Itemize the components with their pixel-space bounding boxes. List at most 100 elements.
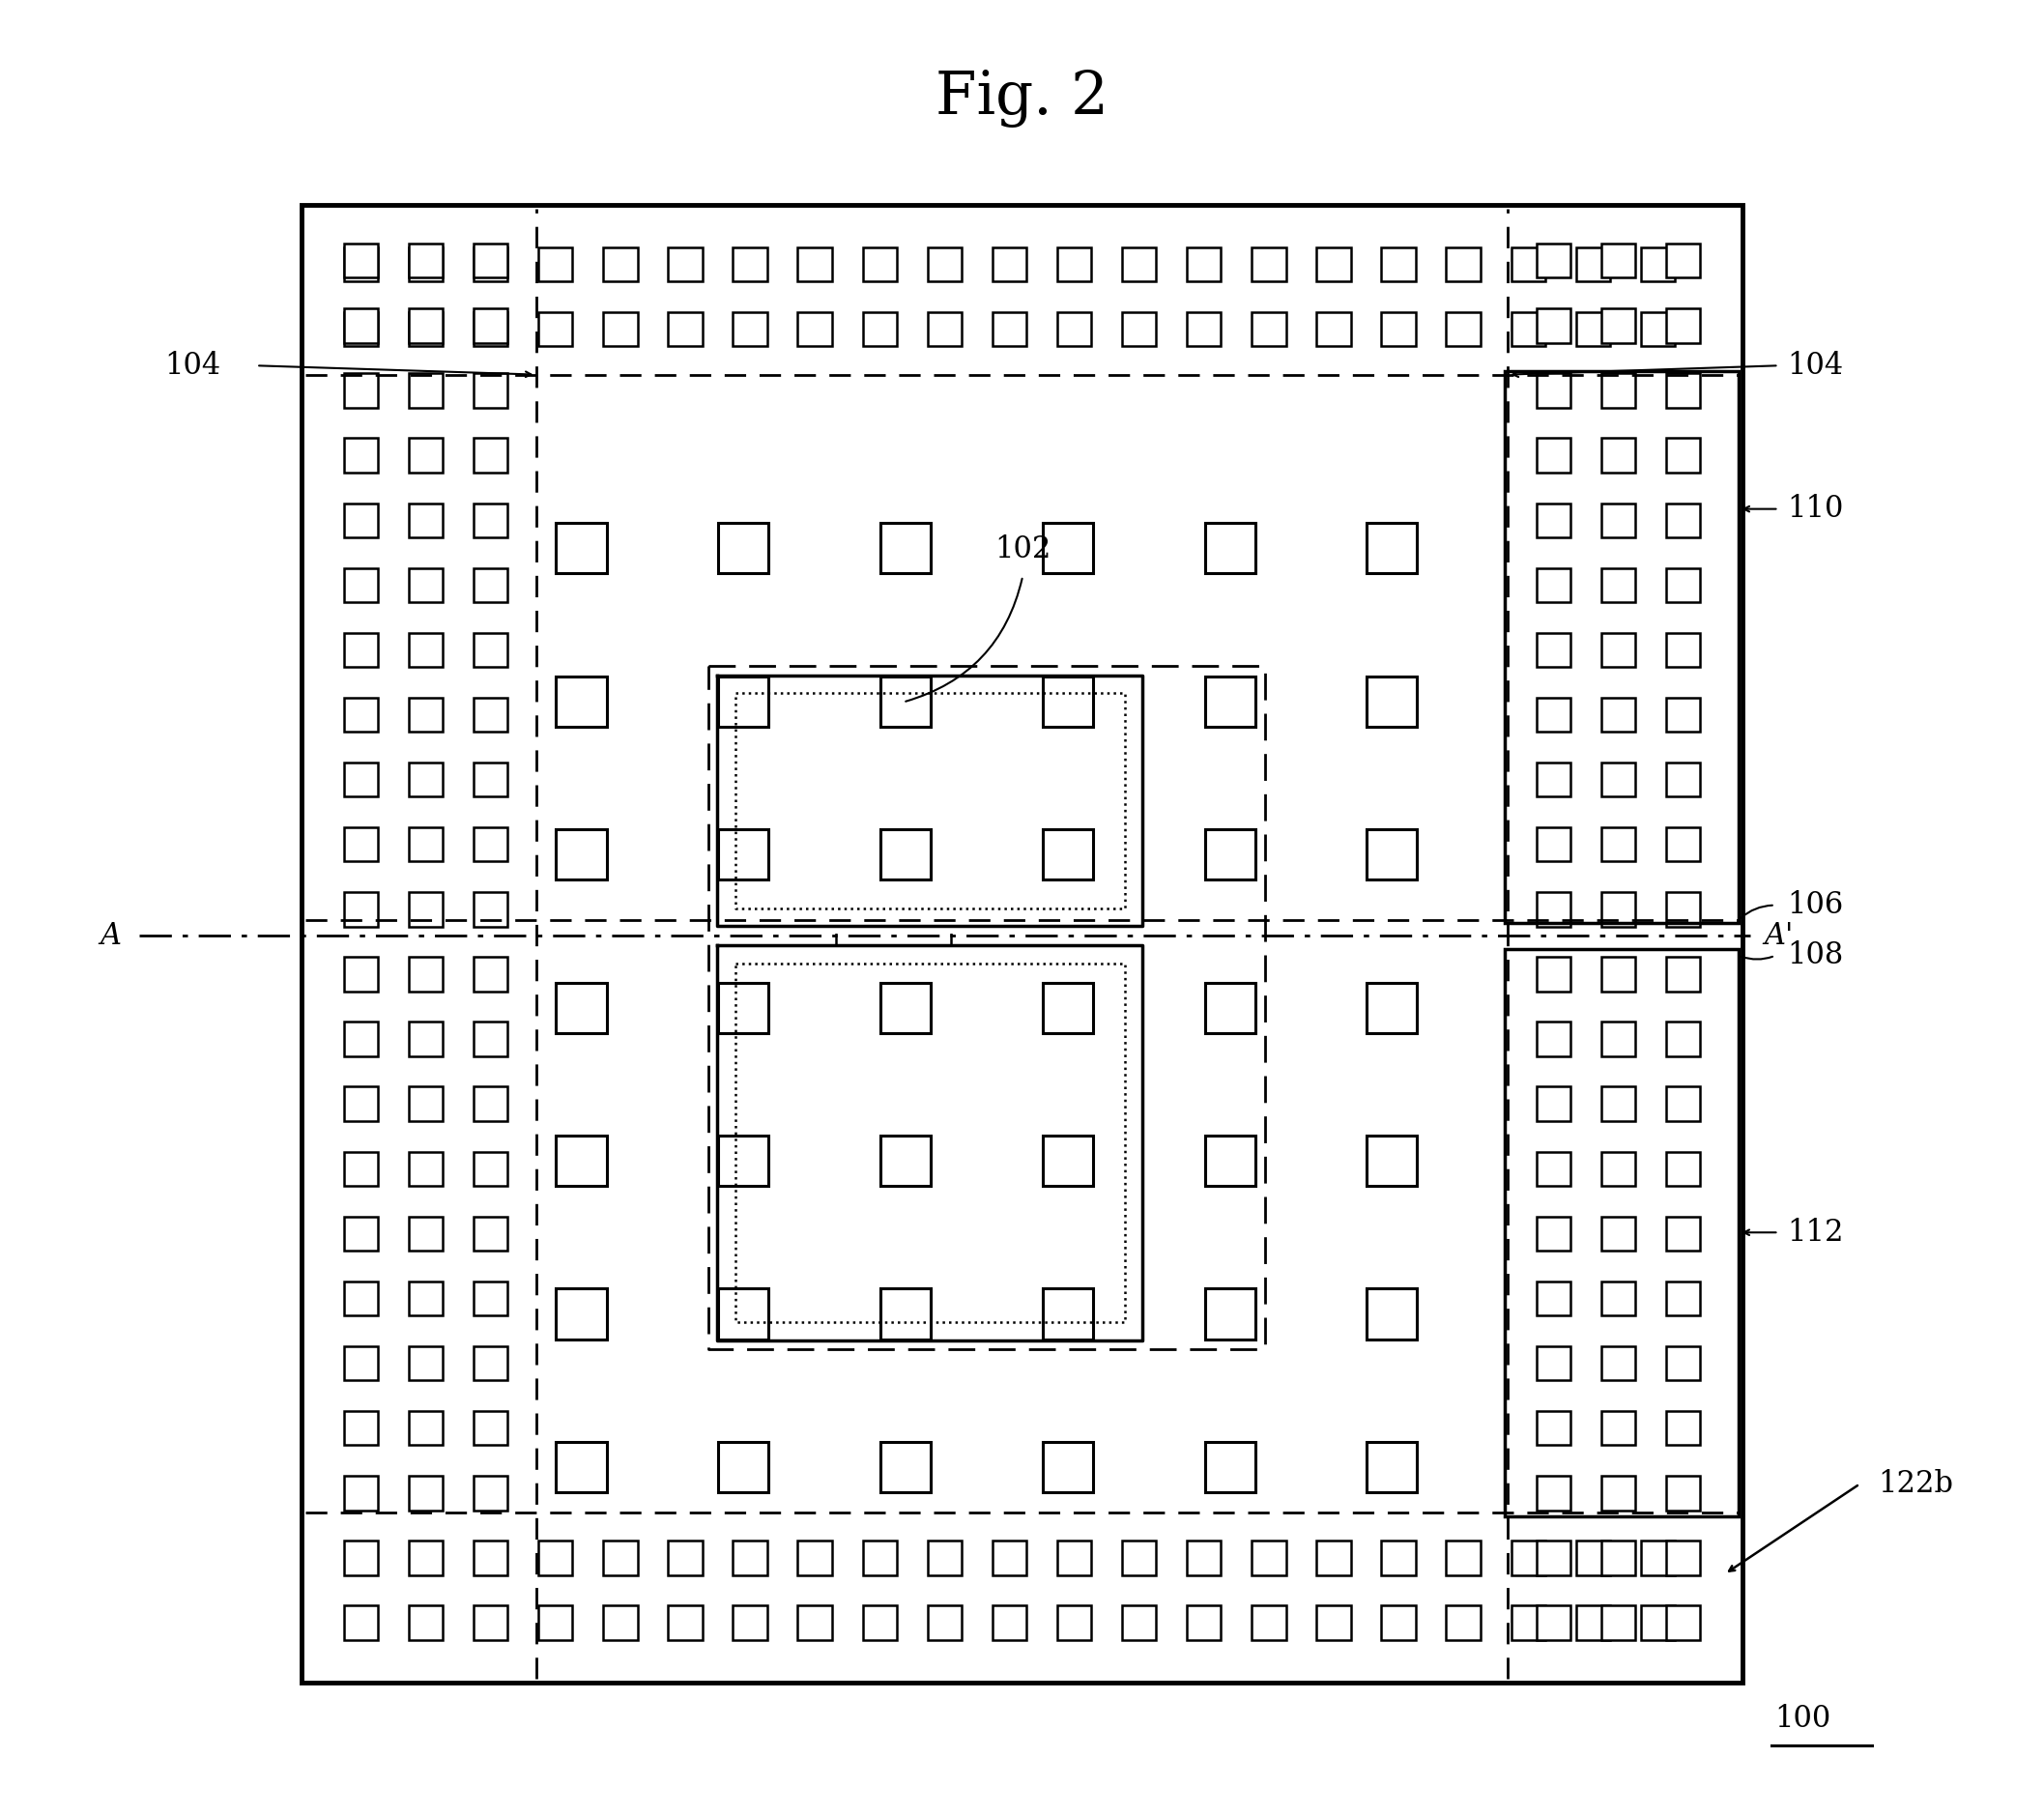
Bar [1042, 1441, 1094, 1492]
Bar [734, 1606, 766, 1639]
Bar [991, 1606, 1026, 1639]
Bar [603, 312, 638, 347]
Bar [409, 1022, 444, 1056]
Text: 110: 110 [1788, 494, 1844, 525]
Bar [1122, 1541, 1157, 1575]
Bar [556, 1441, 607, 1492]
Bar [343, 633, 378, 666]
Bar [1576, 1541, 1611, 1575]
Bar [1537, 374, 1570, 408]
Bar [928, 1541, 961, 1575]
Bar [1537, 309, 1570, 343]
Text: 100: 100 [1774, 1704, 1831, 1733]
Bar [717, 523, 769, 574]
Bar [1367, 677, 1416, 726]
Bar [668, 247, 703, 281]
Bar [1537, 1541, 1570, 1575]
Bar [538, 1606, 572, 1639]
Bar [1537, 762, 1570, 797]
Bar [1600, 1281, 1635, 1316]
Bar [717, 677, 769, 726]
Bar [734, 247, 766, 281]
Bar [991, 247, 1026, 281]
Bar [1666, 893, 1701, 926]
Bar [409, 762, 444, 797]
Bar [668, 312, 703, 347]
Bar [1666, 1476, 1701, 1510]
Bar [1600, 893, 1635, 926]
Bar [1666, 503, 1701, 537]
Bar [1057, 247, 1091, 281]
Bar [1204, 523, 1255, 574]
Bar [668, 1606, 703, 1639]
Bar [1641, 1606, 1674, 1639]
Bar [556, 523, 607, 574]
Bar [343, 503, 378, 537]
Bar [1537, 568, 1570, 603]
Bar [1382, 1606, 1416, 1639]
Bar [1576, 312, 1611, 347]
Bar [881, 523, 930, 574]
Bar [409, 309, 444, 343]
Bar [881, 829, 930, 880]
Bar [343, 762, 378, 797]
Text: 108: 108 [1788, 940, 1844, 971]
Bar [1666, 374, 1701, 408]
Bar [1057, 1541, 1091, 1575]
Bar [343, 1087, 378, 1122]
Bar [1600, 309, 1635, 343]
Bar [1666, 1087, 1701, 1122]
Bar [797, 1606, 832, 1639]
Bar [343, 1281, 378, 1316]
Bar [343, 1216, 378, 1251]
Bar [1600, 1606, 1635, 1639]
Bar [474, 957, 507, 991]
Bar [343, 568, 378, 603]
Bar [1666, 1022, 1701, 1056]
Bar [1382, 247, 1416, 281]
Bar [343, 1476, 378, 1510]
Bar [1447, 1541, 1480, 1575]
Bar [409, 633, 444, 666]
Bar [409, 1410, 444, 1445]
Bar [1537, 1410, 1570, 1445]
Bar [409, 568, 444, 603]
Bar [603, 1541, 638, 1575]
Bar [409, 1281, 444, 1316]
Bar [1204, 829, 1255, 880]
Bar [343, 697, 378, 731]
Bar [474, 1347, 507, 1381]
Bar [409, 1347, 444, 1381]
Bar [409, 243, 444, 278]
Bar [1600, 633, 1635, 666]
Bar [1382, 1541, 1416, 1575]
Bar [1600, 1216, 1635, 1251]
Bar [881, 1289, 930, 1339]
Bar [1600, 697, 1635, 731]
Text: 112: 112 [1788, 1218, 1844, 1247]
Bar [1666, 1281, 1701, 1316]
Bar [538, 1541, 572, 1575]
Bar [409, 1606, 444, 1639]
Bar [1042, 1136, 1094, 1185]
Bar [863, 247, 897, 281]
Bar [1057, 1606, 1091, 1639]
Bar [1367, 982, 1416, 1033]
Bar [1666, 633, 1701, 666]
Bar [343, 312, 378, 347]
Bar [474, 1216, 507, 1251]
Bar [1600, 957, 1635, 991]
Bar [1537, 1476, 1570, 1510]
Bar [1367, 829, 1416, 880]
Bar [343, 893, 378, 926]
Bar [928, 247, 961, 281]
Bar [1316, 247, 1351, 281]
Bar [1537, 828, 1570, 862]
Bar [668, 1541, 703, 1575]
Bar [474, 247, 507, 281]
Bar [1042, 523, 1094, 574]
Bar [1666, 1216, 1701, 1251]
Bar [1504, 949, 1739, 1516]
Bar [1367, 1136, 1416, 1185]
Bar [1367, 523, 1416, 574]
